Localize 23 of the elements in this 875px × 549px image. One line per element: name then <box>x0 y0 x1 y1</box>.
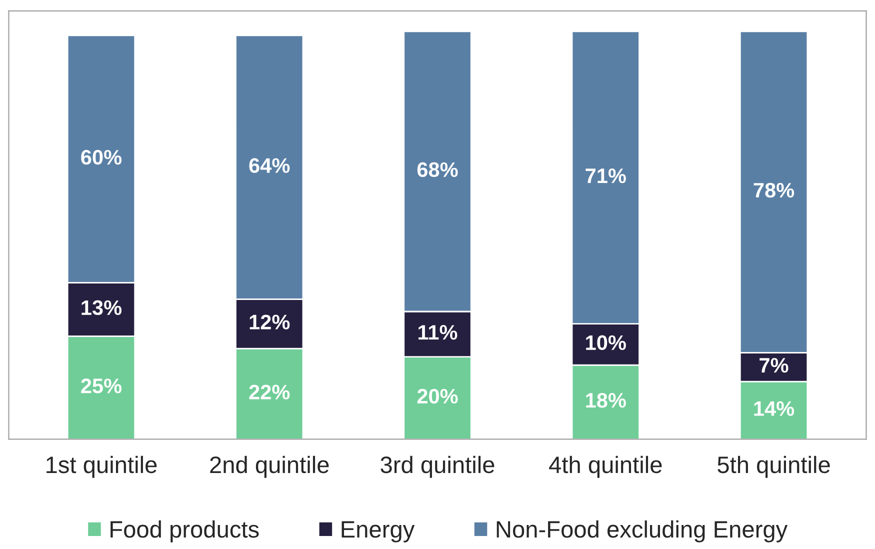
data-label: 13% <box>82 300 122 316</box>
data-label: 68% <box>417 162 458 178</box>
data-label: 18% <box>586 392 626 408</box>
x-tick-label: 2nd quintile <box>210 456 329 478</box>
x-tick-label: 5th quintile <box>718 456 830 478</box>
legend-label: Energy <box>342 521 415 542</box>
x-tick-label: 4th quintile <box>549 456 662 478</box>
x-tick-label: 3rd quintile <box>380 456 494 478</box>
data-label: 12% <box>250 314 290 330</box>
data-label: 60% <box>81 150 122 165</box>
legend-label: Non-Food excluding Energy <box>496 520 788 542</box>
data-label: 71% <box>586 168 626 184</box>
data-label: 22% <box>249 384 290 400</box>
data-label: 20% <box>417 388 458 404</box>
data-label: 78% <box>754 182 794 198</box>
legend-label: Food products <box>110 520 259 542</box>
data-label: 14% <box>754 401 794 416</box>
data-label: 10% <box>586 335 626 350</box>
data-label: 11% <box>418 325 458 340</box>
x-tick-label: 1st quintile <box>46 456 157 478</box>
data-label: 25% <box>81 378 122 394</box>
data-label: 64% <box>249 158 290 173</box>
data-label: 7% <box>760 358 788 373</box>
